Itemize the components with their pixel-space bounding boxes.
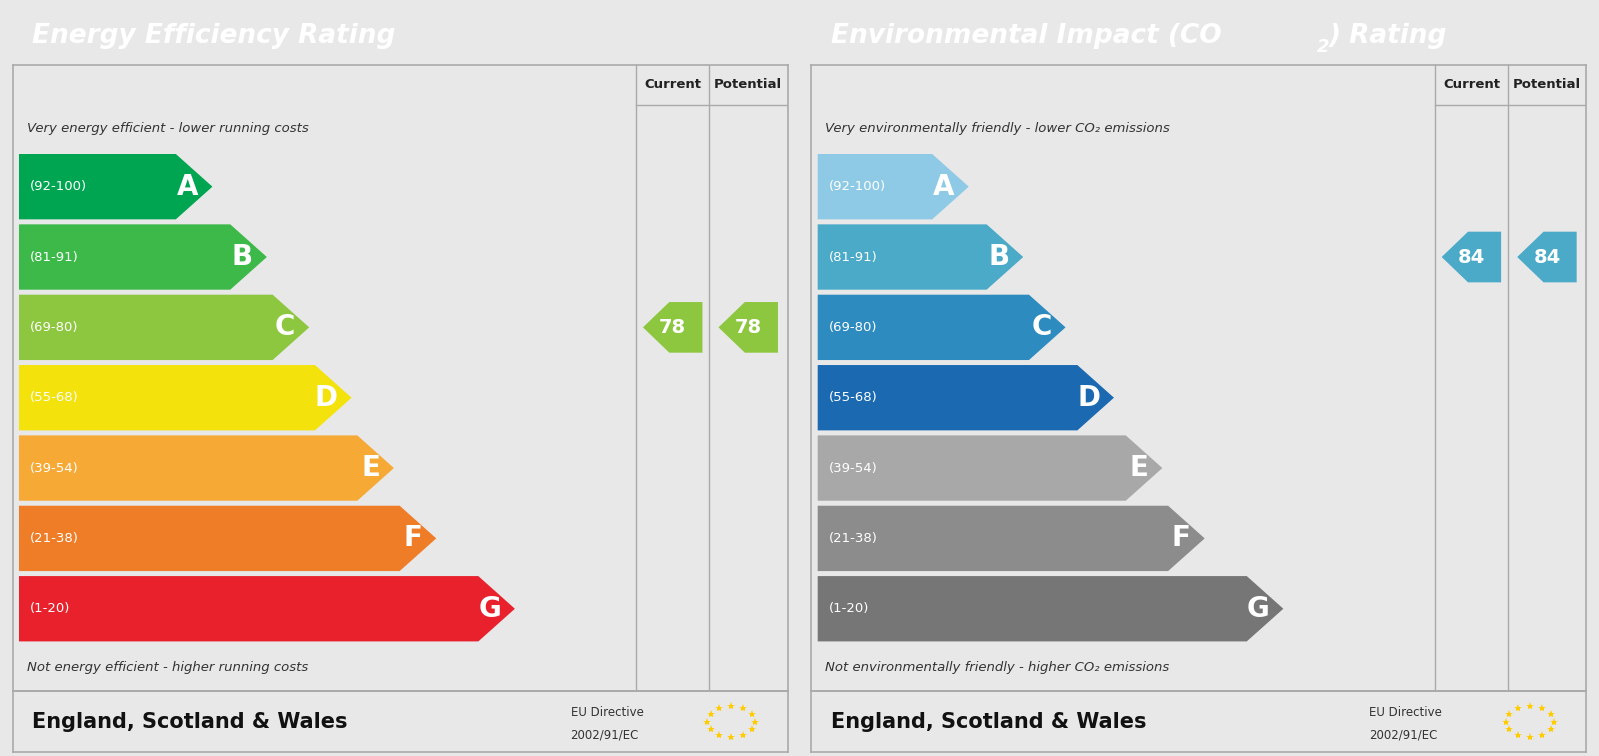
Polygon shape xyxy=(19,576,515,641)
Polygon shape xyxy=(817,435,1162,500)
Text: B: B xyxy=(232,243,253,271)
Text: 2002/91/EC: 2002/91/EC xyxy=(1369,729,1438,742)
Polygon shape xyxy=(19,506,437,571)
Text: 78: 78 xyxy=(659,318,686,337)
Text: (21-38): (21-38) xyxy=(828,532,878,545)
Polygon shape xyxy=(817,295,1065,360)
Polygon shape xyxy=(19,365,352,430)
Text: Current: Current xyxy=(644,79,702,91)
Text: Potential: Potential xyxy=(715,79,782,91)
Text: B: B xyxy=(988,243,1009,271)
Text: 84: 84 xyxy=(1533,247,1561,267)
Text: (55-68): (55-68) xyxy=(30,391,78,404)
Text: C: C xyxy=(1031,314,1052,342)
Text: (69-80): (69-80) xyxy=(828,321,876,334)
Polygon shape xyxy=(19,435,393,500)
Text: D: D xyxy=(1078,384,1100,412)
Text: England, Scotland & Wales: England, Scotland & Wales xyxy=(831,711,1146,732)
Text: (81-91): (81-91) xyxy=(30,250,78,264)
Polygon shape xyxy=(718,302,779,353)
Text: (39-54): (39-54) xyxy=(30,462,78,475)
Text: Potential: Potential xyxy=(1513,79,1581,91)
Text: Not environmentally friendly - higher CO₂ emissions: Not environmentally friendly - higher CO… xyxy=(825,661,1170,674)
Text: E: E xyxy=(361,454,381,482)
Text: ) Rating: ) Rating xyxy=(1329,23,1447,48)
Polygon shape xyxy=(817,225,1023,290)
Text: Environmental Impact (CO: Environmental Impact (CO xyxy=(831,23,1222,48)
Text: (39-54): (39-54) xyxy=(828,462,878,475)
Text: (81-91): (81-91) xyxy=(828,250,878,264)
Polygon shape xyxy=(19,154,213,219)
Text: A: A xyxy=(177,172,198,200)
Polygon shape xyxy=(643,302,702,353)
Text: (1-20): (1-20) xyxy=(828,603,868,615)
Text: F: F xyxy=(1172,525,1191,553)
Text: Very environmentally friendly - lower CO₂ emissions: Very environmentally friendly - lower CO… xyxy=(825,122,1170,135)
Polygon shape xyxy=(817,506,1204,571)
Polygon shape xyxy=(817,576,1284,641)
Text: (21-38): (21-38) xyxy=(30,532,78,545)
Text: G: G xyxy=(1247,595,1270,623)
Text: G: G xyxy=(478,595,500,623)
Text: C: C xyxy=(275,314,296,342)
Text: (1-20): (1-20) xyxy=(30,603,70,615)
Text: Energy Efficiency Rating: Energy Efficiency Rating xyxy=(32,23,395,48)
Text: D: D xyxy=(315,384,337,412)
Text: 78: 78 xyxy=(734,318,761,337)
Polygon shape xyxy=(1442,231,1501,282)
Text: Current: Current xyxy=(1442,79,1500,91)
Text: Very energy efficient - lower running costs: Very energy efficient - lower running co… xyxy=(27,122,309,135)
Text: (69-80): (69-80) xyxy=(30,321,78,334)
Text: England, Scotland & Wales: England, Scotland & Wales xyxy=(32,711,347,732)
Text: (92-100): (92-100) xyxy=(828,180,886,194)
Polygon shape xyxy=(817,365,1115,430)
Text: 84: 84 xyxy=(1458,247,1485,267)
Text: F: F xyxy=(403,525,422,553)
Text: (55-68): (55-68) xyxy=(828,391,878,404)
Text: 2: 2 xyxy=(1316,38,1329,56)
Text: (92-100): (92-100) xyxy=(30,180,86,194)
Polygon shape xyxy=(19,295,309,360)
Polygon shape xyxy=(1517,231,1577,282)
Polygon shape xyxy=(817,154,969,219)
Text: 2002/91/EC: 2002/91/EC xyxy=(571,729,640,742)
Text: EU Directive: EU Directive xyxy=(571,706,643,719)
Polygon shape xyxy=(19,225,267,290)
Text: Not energy efficient - higher running costs: Not energy efficient - higher running co… xyxy=(27,661,309,674)
Text: E: E xyxy=(1129,454,1148,482)
Text: A: A xyxy=(934,172,955,200)
Text: EU Directive: EU Directive xyxy=(1369,706,1442,719)
